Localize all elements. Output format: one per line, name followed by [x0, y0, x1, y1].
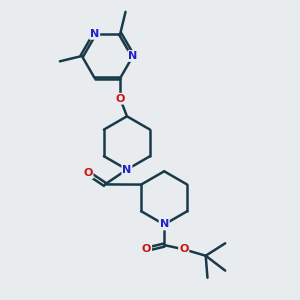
Text: N: N — [90, 29, 99, 39]
Text: N: N — [122, 164, 132, 175]
Text: N: N — [160, 220, 169, 230]
Text: O: O — [142, 244, 151, 254]
Text: O: O — [179, 244, 188, 254]
Text: N: N — [128, 51, 138, 61]
Text: O: O — [116, 94, 125, 104]
Text: O: O — [83, 168, 93, 178]
